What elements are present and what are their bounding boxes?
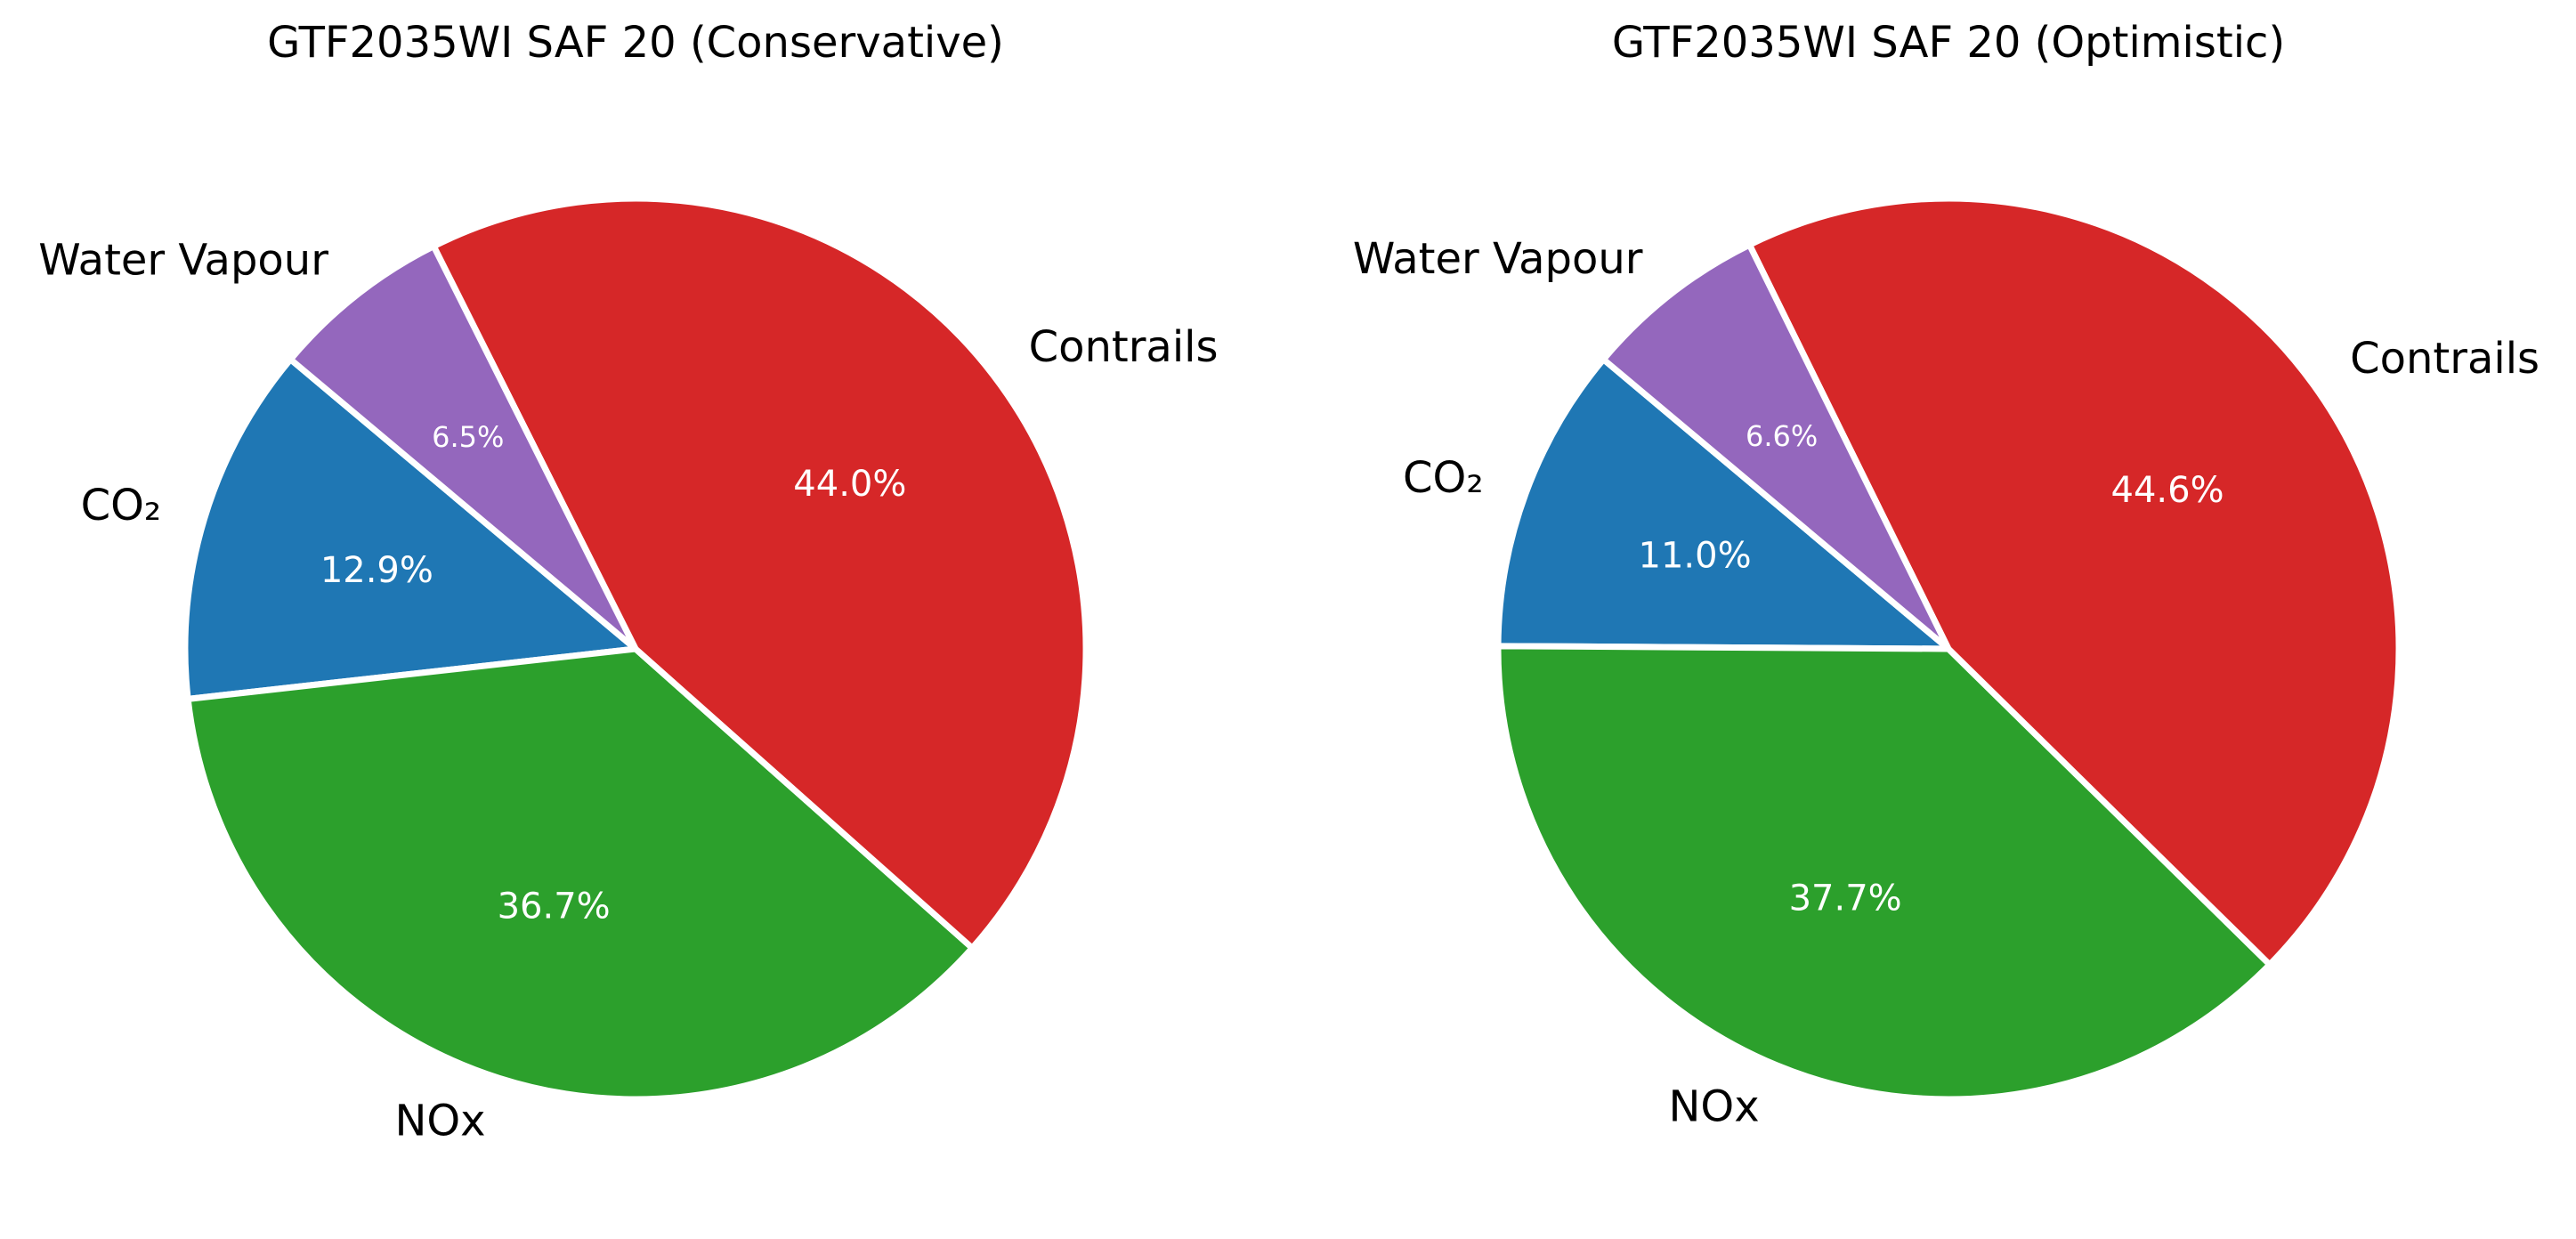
pct-label-contrails: 44.6% — [2111, 470, 2224, 511]
slice-label-co2: CO₂ — [1403, 453, 1484, 503]
pie-slice-nox — [184, 645, 976, 1103]
pie-slice-contrails — [1746, 195, 2402, 968]
pct-label-nox: 37.7% — [1789, 879, 1902, 919]
pct-label-water-vapour: 6.6% — [1746, 419, 1818, 453]
slice-label-nox: NOx — [1669, 1081, 1760, 1131]
pct-label-water-vapour: 6.5% — [432, 420, 504, 454]
pie-slice-co2 — [1495, 356, 1952, 652]
slice-label-co2: CO₂ — [81, 481, 162, 530]
chart-title: GTF2035WI SAF 20 (Optimistic) — [1612, 18, 2285, 68]
pie-slice-contrails — [430, 195, 1090, 952]
slice-label-water-vapour: Water Vapour — [1353, 234, 1643, 284]
pie-slice-water-vapour — [287, 243, 639, 652]
slice-label-contrails: Contrails — [2350, 334, 2540, 384]
slice-label-nox: NOx — [394, 1097, 485, 1146]
pct-label-nox: 36.7% — [498, 886, 611, 927]
slice-label-water-vapour: Water Vapour — [38, 235, 328, 285]
pie-chart-optimistic: GTF2035WI SAF 20 (Optimistic) 11.0% CO₂ 37… — [1353, 18, 2540, 1131]
pie-slice-co2 — [182, 356, 639, 702]
slice-label-contrails: Contrails — [1029, 322, 1219, 372]
pct-label-co2: 12.9% — [320, 550, 433, 591]
pie-slice-water-vapour — [1600, 241, 1952, 652]
pie-slice-nox — [1495, 643, 2273, 1103]
pie-chart-conservative: GTF2035WI SAF 20 (Conservative) 12.9% CO₂… — [38, 18, 1218, 1146]
pct-label-contrails: 44.0% — [793, 464, 906, 505]
chart-title: GTF2035WI SAF 20 (Conservative) — [267, 18, 1004, 68]
pct-label-co2: 11.0% — [1639, 535, 1752, 576]
